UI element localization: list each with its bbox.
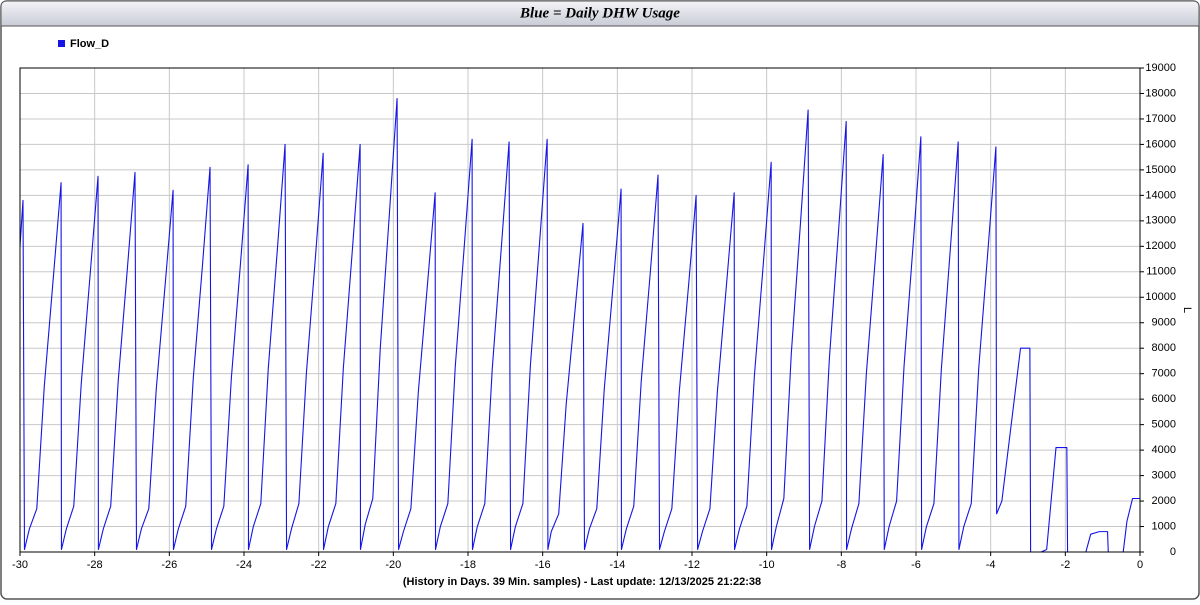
x-tick-label: -8 [836, 559, 846, 571]
series-lines [19, 98, 1140, 553]
y-tick-label: 17000 [1145, 113, 1176, 125]
y-tick-label: 16000 [1145, 138, 1176, 150]
x-tick-label: -30 [12, 559, 28, 571]
x-tick-label: -2 [1060, 559, 1070, 571]
legend-label: Flow_D [70, 38, 109, 50]
y-tick-label: 0 [1170, 546, 1176, 558]
x-tick-label: -16 [535, 559, 551, 571]
series-line [19, 98, 1140, 553]
x-axis-title: (History in Days. 39 Min. samples) - Las… [403, 576, 761, 588]
y-tick-label: 3000 [1152, 469, 1176, 481]
y-tick-label: 19000 [1145, 62, 1176, 74]
y-tick-label: 7000 [1152, 368, 1176, 380]
labels: 0 1000 2000 3000 4000 5000 6000 7000 8000 9000 100… [12, 62, 1176, 571]
x-tick-label: -12 [684, 559, 700, 571]
y-tick-label: 14000 [1145, 189, 1176, 201]
chart-title: Blue = Daily DHW Usage [519, 5, 680, 21]
y-axis-title: L [1181, 307, 1193, 313]
y-tick-label: 11000 [1146, 266, 1176, 278]
y-tick-label: 8000 [1152, 342, 1176, 354]
y-tick-label: 2000 [1152, 495, 1176, 507]
x-tick-label: -20 [385, 559, 401, 571]
grid [19, 67, 1141, 553]
y-tick-label: 10000 [1145, 291, 1176, 303]
x-tick-label: -14 [609, 559, 625, 571]
x-tick-label: -26 [161, 559, 177, 571]
x-tick-label: -24 [236, 559, 252, 571]
y-tick-label: 12000 [1145, 240, 1176, 252]
y-tick-label: 13000 [1145, 215, 1176, 227]
plot-area [20, 68, 1140, 552]
legend-swatch [58, 40, 65, 47]
y-tick-label: 15000 [1145, 164, 1176, 176]
x-tick-label: -10 [759, 559, 775, 571]
x-tick-label: -22 [311, 559, 327, 571]
y-tick-label: 5000 [1152, 419, 1176, 431]
plot-border [19, 67, 1141, 553]
y-tick-label: 4000 [1152, 444, 1176, 456]
x-tick-label: 0 [1137, 559, 1143, 571]
y-tick-label: 6000 [1152, 393, 1176, 405]
x-tick-label: -4 [986, 559, 996, 571]
y-tick-label: 1000 [1152, 520, 1176, 532]
x-tick-label: -28 [87, 559, 103, 571]
x-tick-label: -18 [460, 559, 476, 571]
y-tick-label: 9000 [1152, 317, 1176, 329]
x-tick-label: -6 [911, 559, 921, 571]
title-bar [0, 0, 1200, 27]
y-tick-label: 18000 [1145, 87, 1176, 99]
